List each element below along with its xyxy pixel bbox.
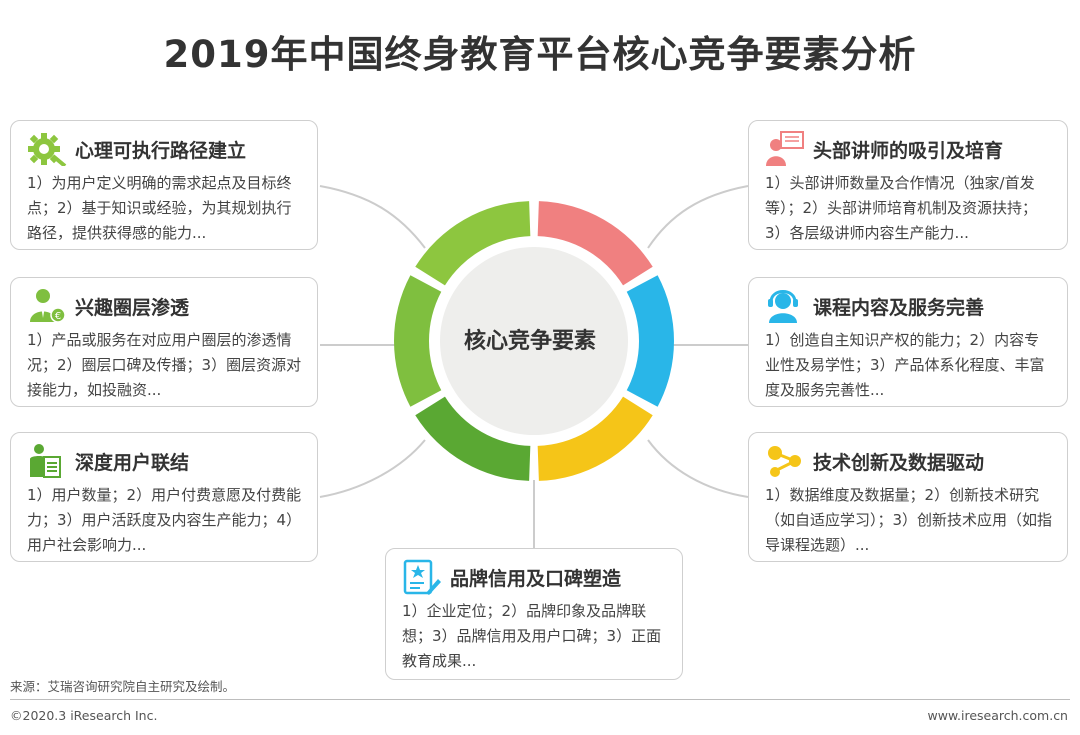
connector-line: [319, 439, 426, 498]
card-lecturer: 头部讲师的吸引及培育 1）头部讲师数量及合作情况（独家/首发等）；2）头部讲师培…: [748, 120, 1068, 250]
card-title: 课程内容及服务完善: [813, 296, 985, 319]
user-document-icon: [27, 443, 69, 479]
donut-segment: [394, 275, 442, 407]
donut-center: [440, 247, 628, 435]
card-brand: 品牌信用及口碑塑造 1）企业定位；2）品牌印象及品牌联想；3）品牌信用及用户口碑…: [385, 548, 683, 680]
card-body: 1）头部讲师数量及合作情况（独家/首发等）；2）头部讲师培育机制及资源扶持；3）…: [765, 174, 1038, 242]
card-title: 技术创新及数据驱动: [813, 451, 985, 474]
card-deep-user: 深度用户联结 1）用户数量；2）用户付费意愿及付费能力；3）用户活跃度及内容生产…: [10, 432, 318, 562]
donut-segment: [415, 201, 531, 286]
businessman-icon: €: [27, 288, 69, 324]
svg-text:€: €: [55, 311, 61, 322]
card-course-content: 课程内容及服务完善 1）创造自主知识产权的能力；2）内容专业性及易学性；3）产品…: [748, 277, 1068, 407]
card-title: 深度用户联结: [75, 451, 190, 474]
card-title: 心理可执行路径建立: [75, 139, 247, 162]
donut-segment: [415, 396, 531, 481]
footer-divider: [10, 699, 1070, 700]
card-title: 兴趣圈层渗透: [75, 296, 190, 319]
card-tech-data: 技术创新及数据驱动 1）数据维度及数据量；2）创新技术研究（如自适应学习）；3）…: [748, 432, 1068, 562]
card-body: 1）企业定位；2）品牌印象及品牌联想；3）品牌信用及用户口碑；3）正面教育成果.…: [402, 602, 662, 670]
card-body: 1）产品或服务在对应用户圈层的渗透情况；2）圈层口碑及传播；3）圈层资源对接能力…: [27, 331, 302, 399]
card-title: 头部讲师的吸引及培育: [813, 139, 1004, 162]
network-nodes-icon: [765, 443, 807, 479]
card-title: 品牌信用及口碑塑造: [450, 567, 622, 590]
card-body: 1）创造自主知识产权的能力；2）内容专业性及易学性；3）产品体系化程度、丰富度及…: [765, 331, 1045, 399]
card-interest-circle: € 兴趣圈层渗透 1）产品或服务在对应用户圈层的渗透情况；2）圈层口碑及传播；3…: [10, 277, 318, 407]
lecturer-icon: [765, 131, 807, 167]
card-psych-path: 心理可执行路径建立 1）为用户定义明确的需求起点及目标终点；2）基于知识或经验，…: [10, 120, 318, 250]
donut-segment: [537, 201, 653, 286]
website-url: www.iresearch.com.cn: [927, 708, 1069, 723]
center-label: 核心竞争要素: [463, 329, 596, 354]
card-body: 1）为用户定义明确的需求起点及目标终点；2）基于知识或经验，为其规划执行路径，提…: [27, 174, 292, 242]
gear-wrench-icon: [27, 131, 69, 167]
connector-line: [647, 439, 749, 498]
donut-segment: [626, 275, 674, 407]
copyright: ©2020.3 iResearch Inc.: [10, 708, 158, 723]
card-body: 1）数据维度及数据量；2）创新技术研究（如自适应学习）；3）创新技术应用（如指导…: [765, 486, 1053, 554]
donut-segment: [537, 396, 653, 481]
connector-line: [647, 185, 749, 249]
page-title: 2019年中国终身教育平台核心竞争要素分析: [163, 33, 917, 76]
certificate-icon: [402, 559, 444, 595]
source-note: 来源：艾瑞咨询研究院自主研究及绘制。: [10, 679, 236, 694]
connector-line: [319, 185, 426, 249]
headset-user-icon: [765, 288, 807, 324]
card-body: 1）用户数量；2）用户付费意愿及付费能力；3）用户活跃度及内容生产能力；4）用户…: [27, 486, 302, 554]
